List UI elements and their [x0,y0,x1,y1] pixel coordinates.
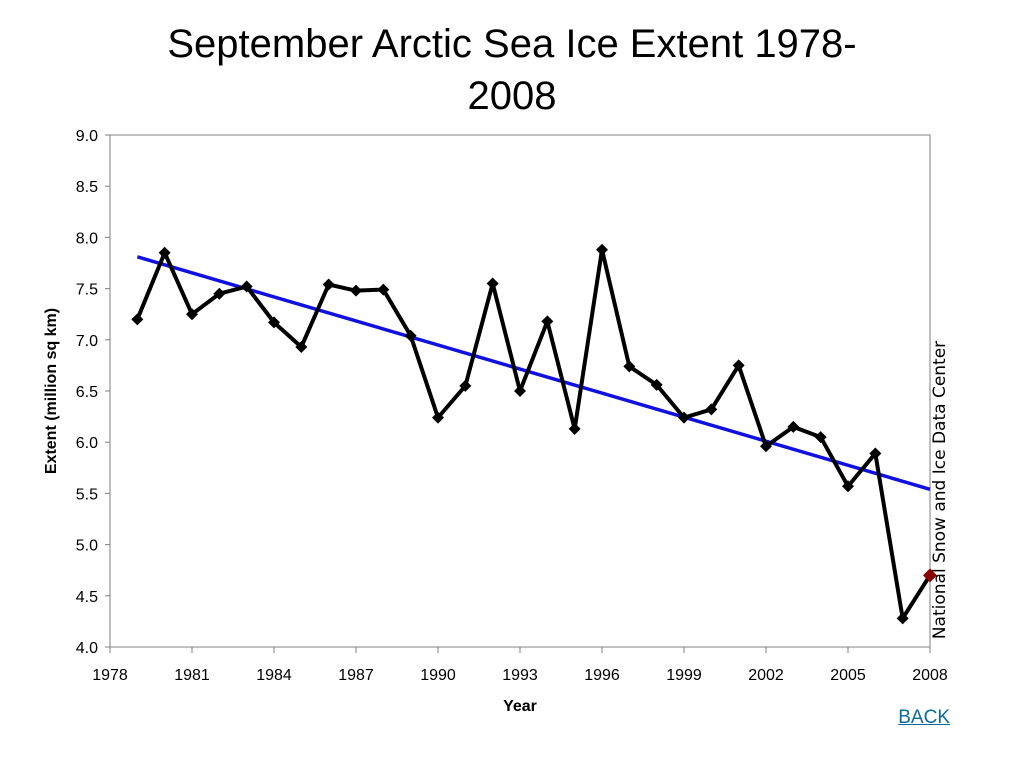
data-point [295,340,308,353]
x-tick-label: 1978 [92,667,128,684]
data-point [650,378,663,391]
x-axis-label: Year [503,698,537,715]
data-point [131,313,144,326]
trend-line [136,255,931,491]
y-axis-label: Extent (million sq km) [43,308,60,474]
data-point [459,379,472,392]
data-point [623,360,636,373]
data-point [213,287,226,300]
data-point [787,420,800,433]
data-point [404,329,417,342]
data-point [541,315,554,328]
y-tick-label: 8.5 [76,179,98,196]
data-point [514,385,526,397]
data-point [432,411,444,424]
data-point [568,422,581,435]
series-line [135,247,932,621]
data-point [869,447,882,460]
data-point [486,277,499,290]
data-point [596,243,608,256]
y-axis: 4.0 4.5 5.0 5.5 6.0 6.5 7.0 7.5 8.0 8.5 9.0 [76,128,110,657]
chart-title-line2: 2008 [467,74,557,118]
series-group [131,243,937,625]
x-tick-label: 1999 [666,667,702,684]
x-tick-label: 2005 [830,667,866,684]
x-axis: 1978 1981 1984 1987 1990 1993 1996 1999 2002 2005… [92,647,948,684]
x-tick-label: 2002 [748,667,784,684]
y-tick-label: 7.0 [76,333,98,350]
x-tick-label: 1990 [420,667,456,684]
data-point [158,246,171,259]
y-tick-label: 6.0 [76,435,98,452]
y-tick-label: 8.0 [76,230,98,247]
data-point [814,431,827,444]
data-point [268,316,280,329]
data-point [732,359,745,372]
x-tick-label: 1987 [338,667,374,684]
x-tick-label: 1993 [502,667,538,684]
y-tick-label: 6.5 [76,384,98,401]
chart-title: September Arctic Sea Ice Extent 1978- 20… [0,18,1024,122]
data-point [760,440,772,453]
back-link[interactable]: BACK [898,707,950,728]
data-point [377,283,390,296]
y-tick-label: 4.0 [76,640,98,657]
data-point [896,612,909,625]
data-point [678,411,690,424]
data-point [842,480,854,493]
x-tick-label: 1984 [256,667,292,684]
trend-line-group [136,255,931,491]
data-point [350,284,362,297]
highlight-point [923,568,937,583]
x-tick-label: 2008 [912,667,948,684]
x-tick-label: 1981 [174,667,210,684]
y-tick-label: 7.5 [76,282,98,299]
y-tick-label: 9.0 [76,128,98,145]
data-point [240,280,253,293]
y-tick-label: 5.0 [76,538,98,555]
source-label: National Snow and Ice Data Center [930,340,950,640]
data-point [322,278,335,291]
data-point [705,403,718,416]
chart-title-line1: September Arctic Sea Ice Extent 1978- [167,22,857,66]
data-point [186,308,198,321]
x-tick-label: 1996 [584,667,620,684]
y-tick-label: 5.5 [76,486,98,503]
y-tick-label: 4.5 [76,589,98,606]
